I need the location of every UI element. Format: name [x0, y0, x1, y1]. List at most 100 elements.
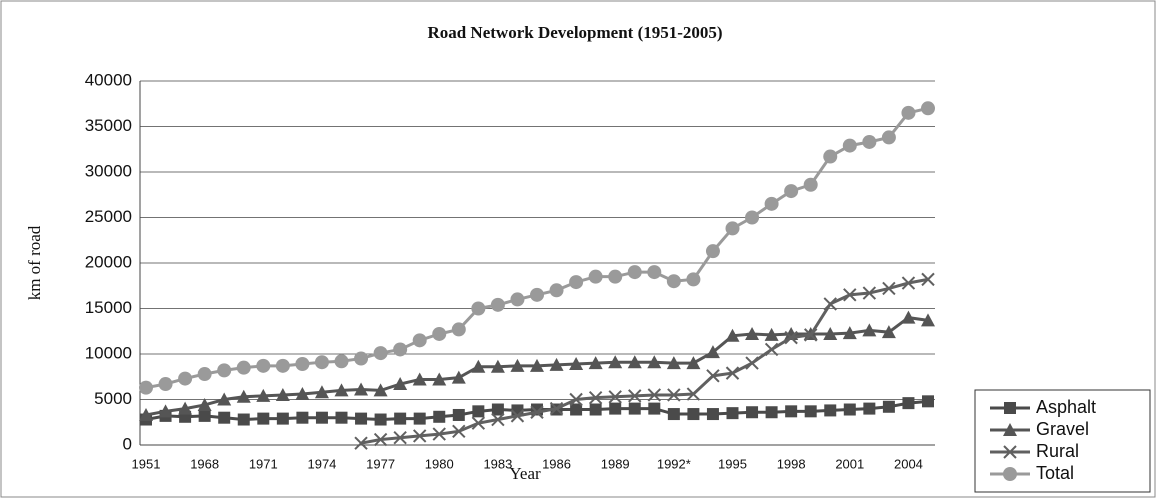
- data-point: [236, 360, 251, 375]
- y-tick-label: 25000: [85, 207, 132, 226]
- data-point: [803, 177, 818, 192]
- data-point: [393, 377, 408, 391]
- data-point: [862, 134, 877, 149]
- data-point: [705, 244, 720, 259]
- data-point: [921, 101, 935, 116]
- x-tick-label: 1980: [425, 456, 454, 471]
- data-point: [746, 406, 759, 419]
- data-point: [218, 411, 231, 424]
- legend-label: Total: [1036, 463, 1074, 483]
- data-point: [275, 358, 290, 373]
- data-point: [236, 389, 251, 403]
- data-point: [335, 411, 348, 424]
- data-point: [803, 328, 818, 342]
- data-point: [764, 327, 779, 341]
- data-point: [530, 358, 544, 372]
- data-point: [491, 412, 505, 427]
- data-point: [334, 354, 349, 369]
- data-point: [842, 138, 857, 153]
- data-point: [413, 412, 426, 425]
- data-point: [490, 297, 505, 312]
- data-point: [706, 408, 719, 421]
- data-point: [745, 356, 759, 370]
- y-tick-label: 0: [123, 434, 132, 453]
- data-point: [901, 310, 916, 324]
- data-point: [862, 286, 877, 300]
- data-point: [686, 356, 701, 370]
- legend-marker: [1003, 467, 1017, 481]
- x-tick-label: 1992*: [657, 456, 691, 471]
- y-tick-label: 30000: [85, 161, 132, 180]
- data-point: [451, 322, 466, 337]
- data-point: [764, 196, 779, 211]
- x-tick-label: 1983: [483, 456, 512, 471]
- legend-label: Asphalt: [1036, 397, 1096, 417]
- data-point: [921, 313, 935, 327]
- data-point: [686, 272, 701, 287]
- data-point: [256, 388, 271, 402]
- data-point: [471, 416, 486, 430]
- data-point: [705, 345, 720, 359]
- data-point: [178, 401, 193, 415]
- legend-marker: [1003, 445, 1017, 459]
- legend-marker: [1004, 402, 1016, 414]
- data-point: [902, 397, 915, 410]
- data-point: [296, 411, 309, 424]
- data-point: [491, 403, 504, 416]
- data-point: [197, 367, 212, 382]
- data-point: [471, 359, 486, 373]
- data-point: [412, 429, 427, 443]
- data-point: [569, 357, 584, 371]
- legend-label: Gravel: [1036, 419, 1089, 439]
- data-point: [314, 385, 329, 399]
- data-point: [412, 372, 427, 386]
- x-tick-label: 1971: [249, 456, 278, 471]
- data-point: [354, 436, 368, 450]
- data-point: [588, 269, 603, 284]
- data-point: [354, 351, 369, 366]
- data-point: [881, 325, 896, 339]
- chart-title: Road Network Development (1951-2005): [427, 23, 722, 42]
- data-point: [510, 358, 525, 372]
- data-point: [686, 387, 701, 401]
- data-point: [785, 405, 798, 418]
- data-point: [687, 408, 700, 421]
- data-point: [784, 184, 799, 199]
- data-point: [608, 269, 623, 284]
- data-point: [158, 377, 173, 392]
- data-point: [432, 372, 447, 386]
- data-point: [725, 328, 740, 342]
- data-point: [628, 389, 642, 403]
- data-point: [647, 355, 662, 369]
- data-point: [549, 401, 564, 416]
- data-point: [217, 363, 232, 378]
- data-point: [295, 357, 310, 372]
- data-point: [901, 276, 916, 290]
- data-point: [765, 406, 778, 419]
- x-tick-label: 1989: [601, 456, 630, 471]
- x-tick-label: 1986: [542, 456, 571, 471]
- y-tick-label: 35000: [85, 116, 132, 135]
- data-point: [530, 405, 544, 419]
- y-tick-label: 20000: [85, 252, 132, 271]
- data-point: [275, 387, 290, 401]
- data-point: [433, 410, 446, 423]
- data-point: [843, 288, 857, 302]
- data-point: [472, 405, 485, 418]
- series-line: [360, 277, 929, 445]
- data-point: [237, 413, 250, 426]
- data-point: [666, 274, 681, 289]
- data-point: [922, 395, 934, 408]
- data-point: [627, 265, 642, 280]
- data-point: [257, 412, 270, 425]
- data-point: [139, 407, 153, 421]
- data-point: [198, 409, 211, 422]
- data-point: [667, 388, 681, 402]
- data-point: [452, 408, 465, 421]
- data-point: [276, 412, 289, 425]
- data-point: [589, 403, 602, 416]
- data-point: [882, 281, 896, 296]
- y-tick-label: 15000: [85, 298, 132, 317]
